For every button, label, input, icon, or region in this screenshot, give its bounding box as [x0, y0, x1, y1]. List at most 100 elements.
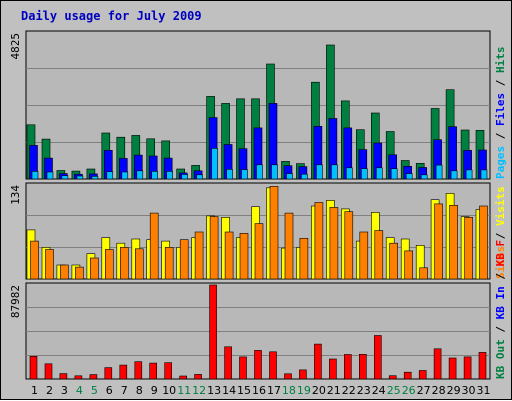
x-tick-label-day-12: 12 [192, 384, 206, 397]
panel-2-legend: Sites / Visits [494, 186, 507, 279]
x-tick-label-day-15: 15 [237, 384, 251, 397]
bar-sites-day-12 [194, 231, 204, 280]
bar-kb-f-day-4 [74, 375, 83, 380]
legend-visits: Visits [494, 186, 507, 226]
x-tick-label-day-7: 7 [121, 384, 128, 397]
bar-kb-f-day-29 [448, 357, 457, 380]
x-tick-label-day-2: 2 [46, 384, 53, 397]
bar-kb-f-day-14 [224, 346, 232, 380]
bar-sites-day-8 [135, 248, 144, 280]
legend-kb-f: KB F [494, 240, 507, 267]
bar-kb-f-day-6 [104, 367, 113, 380]
chart-title: Daily usage for July 2009 [21, 9, 202, 23]
x-tick-label-day-29: 29 [447, 384, 461, 397]
legend-kb-out: KB Out [494, 339, 507, 379]
bar-sites-day-16 [254, 223, 264, 280]
bar-sites-day-20 [314, 202, 324, 280]
bar-sites-day-22 [344, 211, 354, 280]
bar-pages-day-18 [286, 173, 293, 180]
bar-pages-day-28 [435, 164, 443, 180]
x-tick-label-day-1: 1 [31, 384, 38, 397]
bar-kb-f-day-30 [463, 356, 472, 380]
x-tick-label-day-30: 30 [462, 384, 476, 397]
x-tick-label-day-20: 20 [312, 384, 326, 397]
bar-sites-day-10 [164, 247, 174, 280]
legend-hits: Hits [494, 47, 507, 74]
x-tick-label-day-25: 25 [387, 384, 401, 397]
panel-3-legend: KB Out / KB In / KB F [494, 240, 507, 379]
bar-sites-day-2 [45, 249, 54, 280]
x-tick-label-day-5: 5 [91, 384, 98, 397]
bar-kb-f-day-11 [179, 375, 187, 380]
panel-1-legend: Pages / Files / Hits [494, 47, 507, 180]
bar-kb-f-day-31 [478, 352, 487, 380]
bar-kb-f-day-10 [164, 362, 172, 380]
bar-pages-day-13 [211, 148, 218, 180]
x-tick-label-day-3: 3 [61, 384, 68, 397]
bar-kb-f-day-9 [149, 362, 157, 380]
bar-pages-day-20 [316, 164, 323, 180]
legend-separator: / [494, 226, 507, 246]
x-tick-label-day-14: 14 [222, 384, 236, 397]
bar-pages-day-3 [61, 175, 69, 180]
bar-kb-f-day-17 [269, 351, 277, 380]
bar-kb-f-day-22 [343, 354, 352, 380]
x-tick-label-day-18: 18 [282, 384, 296, 397]
bar-kb-f-day-13 [209, 284, 217, 380]
bar-kb-f-day-21 [329, 358, 337, 380]
bar-pages-day-2 [46, 171, 54, 180]
bar-pages-day-14 [226, 169, 233, 180]
bar-sites-day-4 [75, 266, 84, 280]
bar-kb-f-day-26 [403, 371, 412, 380]
x-tick-label-day-28: 28 [432, 384, 446, 397]
bar-pages-day-11 [181, 174, 188, 180]
bar-sites-day-6 [105, 249, 114, 280]
x-tick-label-day-8: 8 [136, 384, 143, 397]
bar-kb-f-day-2 [44, 363, 53, 380]
bar-sites-day-18 [284, 212, 294, 280]
x-tick-label-day-11: 11 [177, 384, 191, 397]
bar-pages-day-10 [166, 171, 173, 180]
x-tick-label-day-27: 27 [417, 384, 431, 397]
bar-sites-day-15 [239, 233, 249, 280]
bar-pages-day-30 [465, 169, 473, 180]
bar-pages-day-24 [375, 167, 383, 180]
bar-pages-day-5 [91, 176, 99, 180]
bar-kb-f-day-28 [433, 348, 442, 380]
bar-sites-day-9 [149, 212, 159, 280]
bar-sites-day-7 [120, 247, 129, 280]
bar-pages-day-29 [450, 170, 458, 180]
bar-sites-day-29 [449, 205, 458, 280]
bar-pages-day-16 [256, 164, 263, 180]
bar-pages-day-26 [405, 173, 413, 180]
bar-kb-f-day-23 [358, 353, 367, 380]
bar-sites-day-3 [60, 264, 69, 280]
bar-kb-f-day-20 [314, 343, 322, 380]
bar-pages-day-19 [301, 173, 308, 180]
x-tick-label-day-13: 13 [207, 384, 221, 397]
bar-sites-day-25 [389, 242, 399, 280]
bar-sites-day-1 [30, 240, 39, 280]
x-tick-label-day-4: 4 [76, 384, 83, 397]
bar-sites-day-26 [404, 250, 414, 280]
bar-kb-f-day-25 [388, 375, 397, 380]
bar-sites-day-19 [299, 238, 309, 280]
legend-separator: / [494, 73, 507, 93]
bar-sites-day-17 [269, 186, 279, 280]
bar-sites-day-30 [464, 217, 473, 280]
x-tick-label-day-19: 19 [297, 384, 311, 397]
x-tick-label-day-22: 22 [342, 384, 356, 397]
x-tick-label-day-10: 10 [162, 384, 176, 397]
bar-sites-day-24 [374, 230, 384, 280]
bar-kb-f-day-15 [239, 356, 247, 380]
bar-pages-day-25 [390, 168, 398, 180]
x-tick-label-day-9: 9 [151, 384, 158, 397]
bar-pages-day-21 [331, 164, 338, 180]
bar-pages-day-4 [76, 175, 84, 180]
x-tick-label-day-17: 17 [267, 384, 281, 397]
panel-2-y-max-label: 134 [9, 185, 22, 205]
legend-separator: / [494, 319, 507, 339]
bar-sites-day-13 [209, 216, 219, 280]
